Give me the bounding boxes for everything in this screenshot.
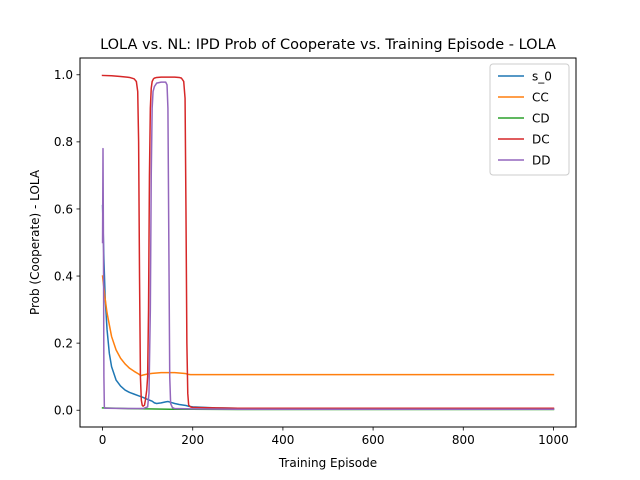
- y-axis-label: Prob (Cooperate) - LOLA: [28, 169, 42, 315]
- series-line-dc: [101, 74, 555, 409]
- y-tick-label: 0.0: [54, 404, 73, 418]
- x-tick-label: 600: [362, 433, 385, 447]
- y-tick-label: 1.0: [54, 68, 73, 82]
- x-tick-label: 400: [271, 433, 294, 447]
- x-tick-label: 200: [181, 433, 204, 447]
- series-line-cc: [101, 275, 555, 377]
- x-tick-label: 0: [99, 433, 107, 447]
- x-axis-ticks: 0 200 400 600 800 1000: [99, 427, 569, 447]
- x-axis-label: Training Episode: [278, 456, 377, 470]
- y-tick-label: 0.2: [54, 336, 73, 350]
- x-tick-label: 800: [452, 433, 475, 447]
- legend-label: CC: [532, 90, 549, 104]
- plot-lines: [101, 74, 555, 411]
- axes-frame: [79, 57, 577, 428]
- legend-label: CD: [532, 111, 550, 125]
- chart-title: LOLA vs. NL: IPD Prob of Cooperate vs. T…: [100, 37, 556, 53]
- legend: s_0 CC CD DC DD: [489, 63, 570, 176]
- legend-label: DC: [532, 132, 550, 146]
- legend-label: DD: [532, 153, 550, 167]
- y-tick-label: 0.6: [54, 202, 73, 216]
- series-line-dd: [101, 81, 555, 410]
- legend-label: s_0: [532, 69, 552, 83]
- y-tick-label: 0.4: [54, 269, 73, 283]
- x-tick-label: 1000: [538, 433, 569, 447]
- y-tick-label: 0.8: [54, 135, 73, 149]
- y-axis-ticks: 0.0 0.2 0.4 0.6 0.8 1.0: [54, 68, 80, 418]
- legend-box: [489, 63, 570, 176]
